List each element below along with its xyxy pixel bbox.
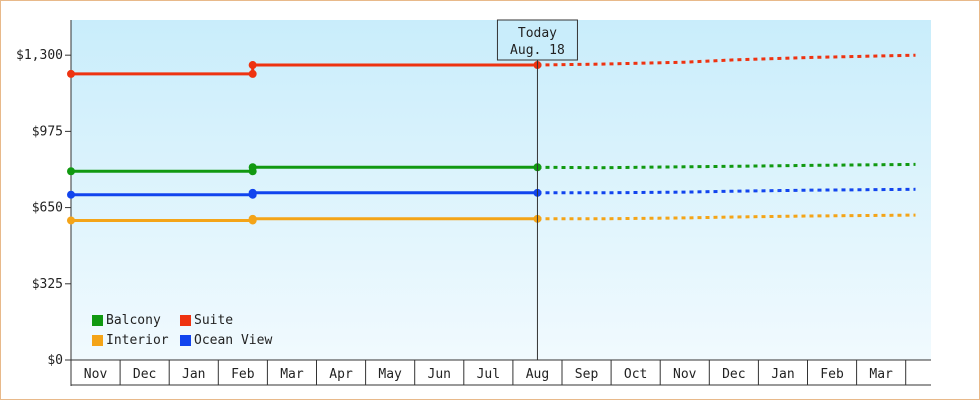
x-month-label: Dec: [722, 367, 745, 382]
legend-item: Suite: [180, 312, 290, 328]
series-point: [67, 190, 75, 199]
x-month-label: Nov: [84, 367, 108, 382]
series-forecast-line: [537, 162, 916, 170]
legend-label: Interior: [106, 332, 169, 348]
legend-swatch: [92, 314, 103, 326]
x-month-label: Jul: [477, 367, 500, 382]
series-group: [67, 53, 916, 225]
x-month-label: Jan: [771, 367, 794, 382]
series-point: [248, 163, 257, 172]
series-point: [248, 61, 257, 70]
legend: Balcony Suite Interior Ocean View: [92, 312, 290, 348]
series-forecast-line: [537, 213, 916, 221]
legend-label: Suite: [194, 312, 234, 328]
series-history-line: [71, 217, 538, 222]
legend-label: Balcony: [106, 312, 161, 328]
y-axis: $0 $325 $650 $975 $1,300: [16, 20, 72, 386]
legend-item: Ocean View: [180, 332, 290, 348]
y-tick-label: $325: [32, 277, 63, 292]
y-tick-label: $1,300: [16, 48, 63, 63]
today-box: [496, 19, 578, 61]
legend-swatch: [180, 314, 191, 326]
series-point: [67, 69, 75, 78]
series-point: [248, 69, 257, 78]
legend-swatch: [92, 334, 103, 346]
today-date: Aug. 18: [510, 43, 565, 58]
x-axis: Nov Dec Jan Feb Mar Apr May Jun Jul Aug Sep Oct Nov D…: [71, 359, 931, 386]
x-month-label: Dec: [133, 367, 156, 382]
series-point: [67, 167, 75, 176]
legend-item: Interior: [92, 332, 180, 348]
x-month-label: May: [378, 367, 402, 382]
series-point: [248, 188, 257, 197]
x-month-label: Apr: [329, 367, 353, 382]
today-label: Today: [518, 26, 557, 41]
series-forecast-line: [537, 53, 916, 67]
x-month-label: Nov: [673, 367, 697, 382]
series-point: [67, 216, 75, 225]
x-month-label: Oct: [624, 367, 647, 382]
x-month-label: Jan: [182, 367, 205, 382]
series-point: [248, 214, 257, 223]
today-marker: Today Aug. 18: [496, 19, 578, 360]
x-month-label: Mar: [280, 367, 304, 382]
x-month-label: Feb: [231, 367, 255, 382]
legend-item: Balcony: [92, 312, 180, 328]
legend-label: Ocean View: [194, 332, 273, 348]
y-tick-label: $975: [32, 124, 63, 139]
series-forecast-line: [537, 187, 916, 195]
y-tick-label: $650: [32, 201, 63, 216]
y-tick-label: $0: [47, 353, 63, 368]
series-history-line: [71, 63, 538, 76]
x-month-label: Sep: [575, 367, 599, 382]
x-month-label: Aug: [526, 367, 549, 382]
x-month-label: Jun: [428, 367, 451, 382]
x-month-label: Feb: [820, 367, 844, 382]
legend-swatch: [180, 334, 191, 346]
x-month-label: Mar: [869, 367, 893, 382]
